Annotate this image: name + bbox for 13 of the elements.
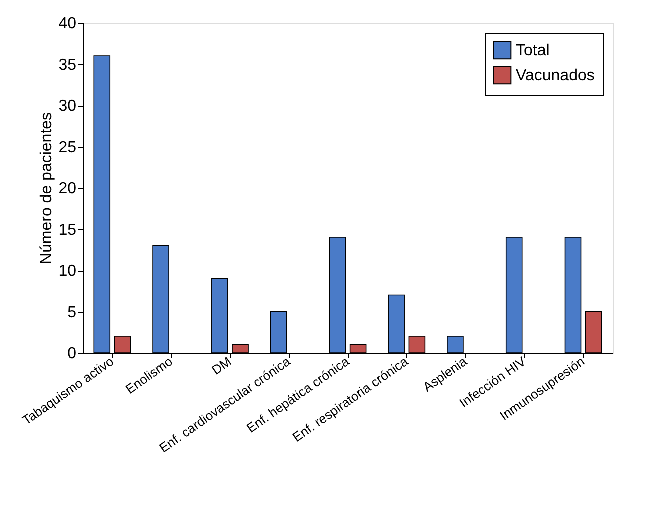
legend-label: Vacunados xyxy=(516,68,595,84)
y-tick-label: 30 xyxy=(58,98,77,115)
y-tick-label: 25 xyxy=(58,139,77,156)
y-tick-label: 35 xyxy=(58,56,77,74)
y-tick-label: 20 xyxy=(58,180,77,198)
y-tick-label: 10 xyxy=(58,263,77,280)
y-tick-label: 40 xyxy=(58,16,77,32)
y-axis-title: Número de pacientes xyxy=(38,112,56,265)
y-tick-label: 0 xyxy=(68,346,77,362)
y-tick-label: 15 xyxy=(58,222,77,239)
legend-label: Total xyxy=(516,42,550,60)
x-tick-label: DM xyxy=(209,354,234,378)
y-tick-label: 5 xyxy=(68,304,77,322)
